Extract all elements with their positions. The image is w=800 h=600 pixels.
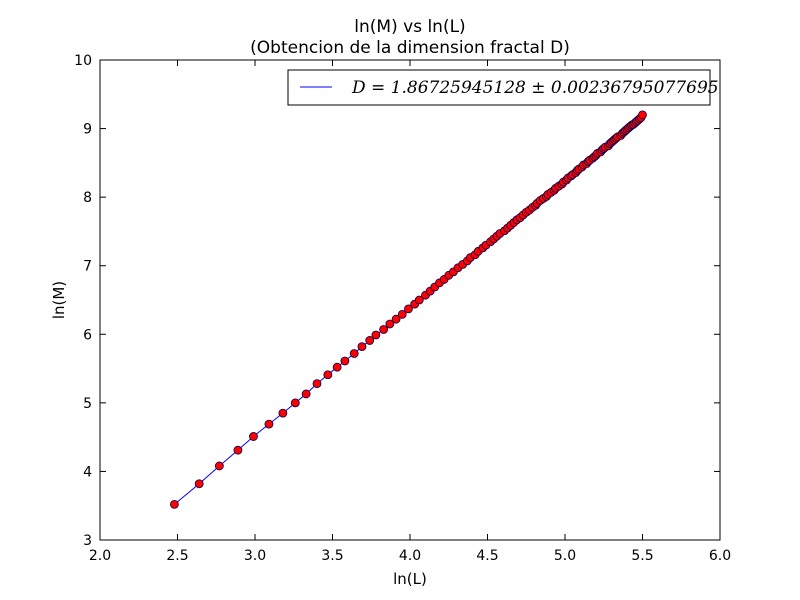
data-point [301,389,311,399]
legend-entry: D = 1.86725945128 ± 0.00236795077695 [351,78,719,98]
x-tick-label: 4.0 [399,548,421,564]
data-point [414,295,424,305]
x-tick-label: 2.0 [89,548,111,564]
data-point [340,356,350,366]
data-point [385,319,395,329]
x-tick-label: 5.5 [631,548,653,564]
data-point [371,330,381,340]
data-point [264,419,274,429]
y-tick-label: 9 [83,122,92,138]
legend: D = 1.86725945128 ± 0.00236795077695 [287,69,719,106]
x-tick-label: 3.0 [244,548,266,564]
data-point [214,461,224,471]
data-point [391,314,401,324]
x-tick-label: 5.0 [554,548,576,564]
data-point [332,362,342,372]
y-tick-label: 4 [83,464,92,480]
x-axis-label: ln(L) [393,570,427,588]
data-point [278,408,288,418]
y-tick-label: 6 [83,327,92,343]
data-point [365,336,375,345]
data-point [312,379,322,389]
y-tick-label: 3 [83,533,92,549]
data-point [249,432,258,441]
y-tick-label: 5 [83,396,92,412]
y-tick-label: 10 [74,53,92,69]
data-point [357,342,367,352]
y-tick-label: 8 [83,190,92,206]
legend-box [287,69,711,106]
data-point [397,309,407,319]
x-tick-label: 3.5 [321,548,343,564]
chart-subtitle: (Obtencion de la dimension fractal D) [250,38,570,58]
x-tick-label: 6.0 [709,548,731,564]
data-point [638,110,647,120]
data-point [194,479,204,489]
data-point [323,370,333,380]
y-axis-label: ln(M) [50,281,68,319]
x-tick-label: 2.5 [166,548,188,564]
chart-title: ln(M) vs ln(L) [354,17,465,37]
data-point [349,349,359,358]
y-tick-label: 7 [83,259,92,275]
data-point [379,325,389,334]
axis-ticks: 2.0 2.5 3.0 3.5 4.0 4.5 5.0 5.5 6.0 3 4 5 6 7 8 9 10 [74,53,731,564]
data-point [404,304,413,314]
data-point [233,445,243,455]
data-point [169,499,179,509]
plot-area [169,110,647,509]
data-point [290,398,300,408]
x-tick-label: 4.5 [476,548,498,564]
